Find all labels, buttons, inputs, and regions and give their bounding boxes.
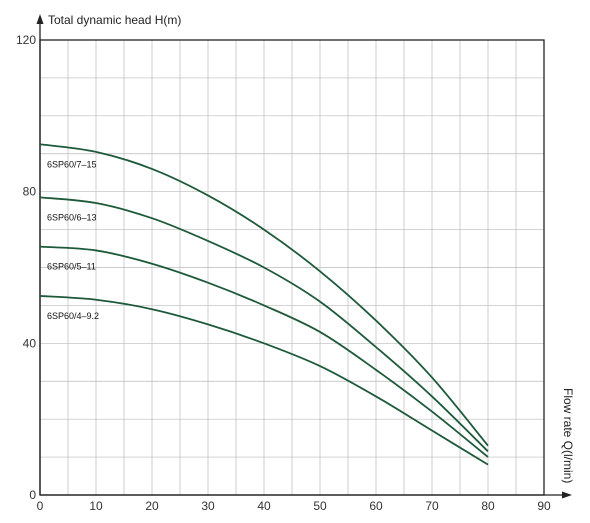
x-tick-label: 10: [89, 499, 103, 513]
series-line: [39, 196, 489, 453]
x-tick-label: 90: [537, 499, 551, 513]
x-tick-label: 50: [313, 499, 327, 513]
x-tick-label: 0: [37, 499, 44, 513]
series-labels: 6SP60/7–15 6SP60/6–13 6SP60/5–11 6SP60/4–9.…: [47, 159, 99, 321]
series-line: [39, 143, 489, 447]
x-tick-label: 30: [201, 499, 215, 513]
y-tick-label: 0: [29, 488, 36, 502]
x-tick-label: 60: [369, 499, 383, 513]
y-tick-label: 120: [16, 33, 36, 47]
x-tick-label: 70: [425, 499, 439, 513]
y-axis-title: Total dynamic head H(m): [48, 13, 181, 27]
series-line: [39, 245, 489, 458]
axes: [36, 14, 572, 499]
x-tick-labels: 0 10 20 30 40 50 60 70 80 90: [37, 499, 551, 513]
y-tick-labels: 0 40 80 120: [16, 33, 36, 502]
x-tick-label: 80: [481, 499, 495, 513]
y-axis-arrow: [36, 14, 44, 24]
series-label: 6SP60/7–15: [47, 159, 97, 169]
y-tick-label: 80: [23, 185, 37, 199]
series-label: 6SP60/5–11: [47, 262, 96, 272]
x-tick-label: 20: [145, 499, 159, 513]
series-label: 6SP60/4–9.2: [47, 311, 99, 321]
series-line: [39, 295, 489, 466]
series-lines: [39, 143, 489, 466]
x-axis-arrow: [562, 491, 572, 499]
grid: [40, 40, 544, 495]
x-axis-title: Flow rate Q(l/min): [561, 388, 575, 483]
x-tick-label: 40: [257, 499, 271, 513]
series-label: 6SP60/6–13: [47, 212, 97, 222]
y-tick-label: 40: [23, 336, 37, 350]
